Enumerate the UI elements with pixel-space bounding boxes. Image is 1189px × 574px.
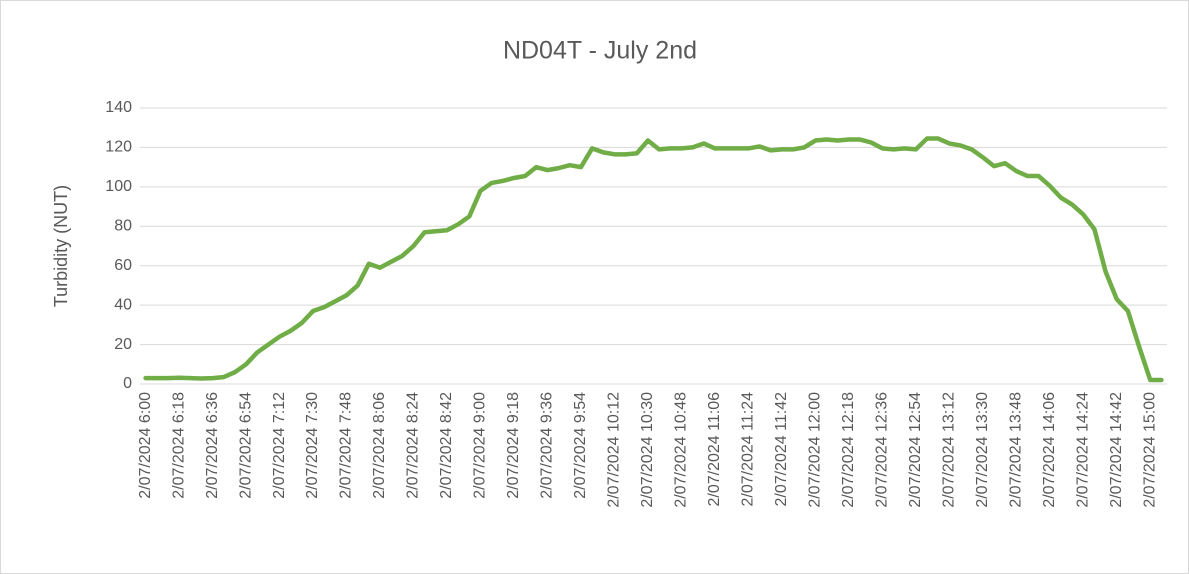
x-tick-label: 2/07/2024 12:18 <box>840 392 857 508</box>
y-tick-label: 60 <box>114 257 132 274</box>
y-tick-label: 80 <box>114 218 132 235</box>
y-tick-label: 100 <box>105 178 132 195</box>
y-axis-label: Turbidity (NUT) <box>51 185 71 307</box>
x-tick-label: 2/07/2024 13:30 <box>974 392 991 508</box>
x-tick-label: 2/07/2024 14:42 <box>1108 392 1125 508</box>
x-tick-label: 2/07/2024 6:54 <box>237 392 254 499</box>
x-tick-label: 2/07/2024 15:00 <box>1141 392 1158 508</box>
x-tick-label: 2/07/2024 10:48 <box>673 392 690 508</box>
x-tick-label: 2/07/2024 9:18 <box>505 392 522 499</box>
x-tick-label: 2/07/2024 8:24 <box>405 392 422 499</box>
x-tick-label: 2/07/2024 7:30 <box>304 392 321 499</box>
x-tick-label: 2/07/2024 11:24 <box>740 392 757 507</box>
x-tick-label: 2/07/2024 9:36 <box>539 392 556 499</box>
x-tick-label: 2/07/2024 8:42 <box>438 392 455 499</box>
x-tick-label: 2/07/2024 6:18 <box>170 392 187 499</box>
x-tick-label: 2/07/2024 12:54 <box>907 392 924 508</box>
x-tick-label: 2/07/2024 9:54 <box>572 392 589 499</box>
x-tick-label: 2/07/2024 14:24 <box>1074 392 1091 508</box>
x-tick-label: 2/07/2024 7:12 <box>271 392 288 499</box>
x-tick-label: 2/07/2024 6:00 <box>137 392 154 499</box>
x-tick-label: 2/07/2024 13:48 <box>1008 392 1025 508</box>
x-tick-label: 2/07/2024 14:06 <box>1041 392 1058 508</box>
x-tick-label: 2/07/2024 8:06 <box>371 392 388 499</box>
x-tick-label: 2/07/2024 12:00 <box>807 392 824 508</box>
chart-title: ND04T - July 2nd <box>503 37 697 65</box>
x-tick-label: 2/07/2024 10:12 <box>606 392 623 508</box>
y-tick-label: 120 <box>105 139 132 156</box>
x-tick-label: 2/07/2024 6:36 <box>204 392 221 499</box>
x-tick-label: 2/07/2024 12:36 <box>874 392 891 508</box>
y-tick-label: 140 <box>105 99 132 116</box>
x-tick-label: 2/07/2024 7:48 <box>338 392 355 499</box>
y-tick-label: 40 <box>114 296 132 313</box>
x-tick-label: 2/07/2024 10:30 <box>639 392 656 508</box>
x-tick-label: 2/07/2024 11:06 <box>706 392 723 507</box>
x-tick-label: 2/07/2024 13:12 <box>941 392 958 508</box>
y-tick-label: 20 <box>114 336 132 353</box>
y-tick-label: 0 <box>123 375 132 392</box>
x-tick-label: 2/07/2024 9:00 <box>472 392 489 499</box>
x-tick-label: 2/07/2024 11:42 <box>773 392 790 507</box>
data-line <box>143 136 1164 383</box>
